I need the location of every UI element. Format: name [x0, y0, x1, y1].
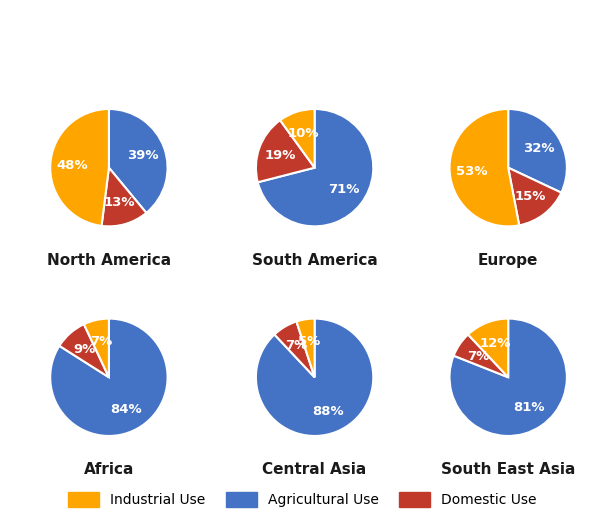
- Text: South America: South America: [252, 253, 378, 268]
- Text: 19%: 19%: [264, 149, 296, 162]
- Text: 15%: 15%: [515, 190, 546, 203]
- Text: 5%: 5%: [298, 335, 320, 348]
- Wedge shape: [50, 319, 168, 436]
- Text: Central Asia: Central Asia: [263, 462, 367, 477]
- Wedge shape: [102, 168, 146, 226]
- Text: 10%: 10%: [287, 127, 319, 139]
- Wedge shape: [50, 109, 109, 226]
- Text: 81%: 81%: [513, 401, 544, 414]
- Text: 7%: 7%: [90, 335, 112, 348]
- Text: 7%: 7%: [467, 351, 489, 363]
- Text: Africa: Africa: [83, 462, 134, 477]
- Text: South East Asia: South East Asia: [441, 462, 575, 477]
- Wedge shape: [296, 319, 315, 377]
- Wedge shape: [59, 324, 109, 377]
- Wedge shape: [450, 109, 519, 226]
- Legend: Industrial Use, Agricultural Use, Domestic Use: Industrial Use, Agricultural Use, Domest…: [62, 485, 543, 515]
- Wedge shape: [450, 319, 567, 436]
- Wedge shape: [275, 321, 315, 377]
- Text: 32%: 32%: [523, 141, 555, 155]
- Text: 39%: 39%: [128, 149, 159, 162]
- Wedge shape: [454, 334, 508, 377]
- Wedge shape: [84, 319, 109, 377]
- Text: 84%: 84%: [111, 402, 142, 416]
- Text: 12%: 12%: [479, 337, 511, 350]
- Wedge shape: [508, 109, 567, 193]
- Text: 48%: 48%: [57, 159, 88, 172]
- Wedge shape: [256, 319, 373, 436]
- Text: 9%: 9%: [74, 344, 96, 356]
- Wedge shape: [508, 168, 561, 225]
- Wedge shape: [109, 109, 168, 213]
- Text: 71%: 71%: [328, 183, 359, 196]
- Wedge shape: [280, 109, 315, 168]
- Text: 13%: 13%: [103, 196, 135, 209]
- Text: 7%: 7%: [285, 340, 307, 353]
- Text: 53%: 53%: [456, 165, 488, 178]
- Wedge shape: [468, 319, 508, 377]
- Text: 88%: 88%: [312, 405, 344, 418]
- Text: Europe: Europe: [478, 253, 538, 268]
- Text: North America: North America: [47, 253, 171, 268]
- Wedge shape: [256, 120, 315, 182]
- Wedge shape: [258, 109, 373, 226]
